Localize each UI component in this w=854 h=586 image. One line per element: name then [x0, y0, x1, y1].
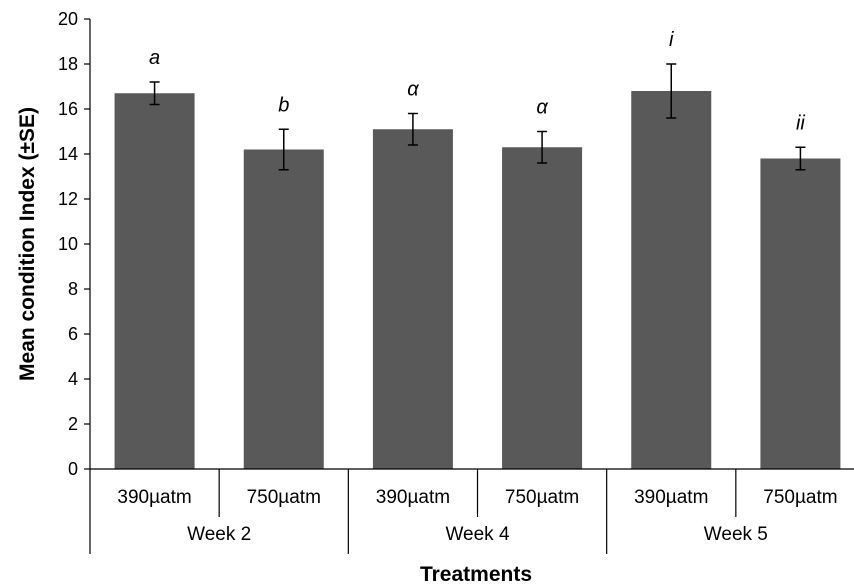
bar [372, 129, 453, 469]
error-bar [666, 63, 677, 119]
category-label: 750µatm [763, 487, 837, 508]
category-label: 390µatm [376, 487, 450, 508]
y-tick-label: 0 [68, 459, 78, 479]
category-label: 390µatm [634, 487, 708, 508]
y-tick-label: 16 [58, 99, 78, 119]
error-bar [149, 81, 160, 106]
y-tick-label: 6 [68, 324, 78, 344]
axes-layer [84, 18, 854, 554]
axis-labels-layer: 390µatm 750µatm 390µatm 750µatm 390µatm 750µa… [58, 9, 838, 545]
significance-label: ii [796, 112, 805, 134]
y-tick-label: 14 [58, 144, 78, 164]
group-label: Week 5 [704, 524, 768, 545]
y-tick-label: 4 [68, 369, 78, 389]
bar [631, 91, 712, 469]
y-axis-title: Mean condition Index (±SE) [16, 107, 39, 381]
bar [114, 93, 195, 469]
category-label: 750µatm [247, 487, 321, 508]
error-bar [278, 128, 289, 171]
y-tick-label: 8 [68, 279, 78, 299]
y-tick-label: 18 [58, 54, 78, 74]
x-axis-title: Treatments [420, 563, 532, 586]
error-bars-layer [149, 63, 806, 171]
group-label: Week 2 [187, 524, 251, 545]
significance-label: α [407, 79, 419, 101]
category-label: 750µatm [505, 487, 579, 508]
group-label: Week 4 [445, 524, 510, 545]
category-label: 390µatm [117, 487, 191, 508]
error-bar [537, 130, 548, 164]
y-tick-label: 20 [58, 9, 78, 29]
bar [502, 147, 583, 469]
bars-layer [114, 91, 841, 469]
bar [760, 158, 841, 469]
error-bar [407, 112, 418, 146]
significance-label: α [536, 97, 548, 119]
y-tick-label: 10 [58, 234, 78, 254]
error-bar [795, 146, 806, 171]
y-tick-label: 12 [58, 189, 78, 209]
significance-label: b [278, 94, 289, 116]
significance-label: a [149, 47, 160, 69]
significance-label: i [669, 29, 674, 51]
y-tick-label: 2 [68, 414, 78, 434]
bar [243, 149, 324, 469]
